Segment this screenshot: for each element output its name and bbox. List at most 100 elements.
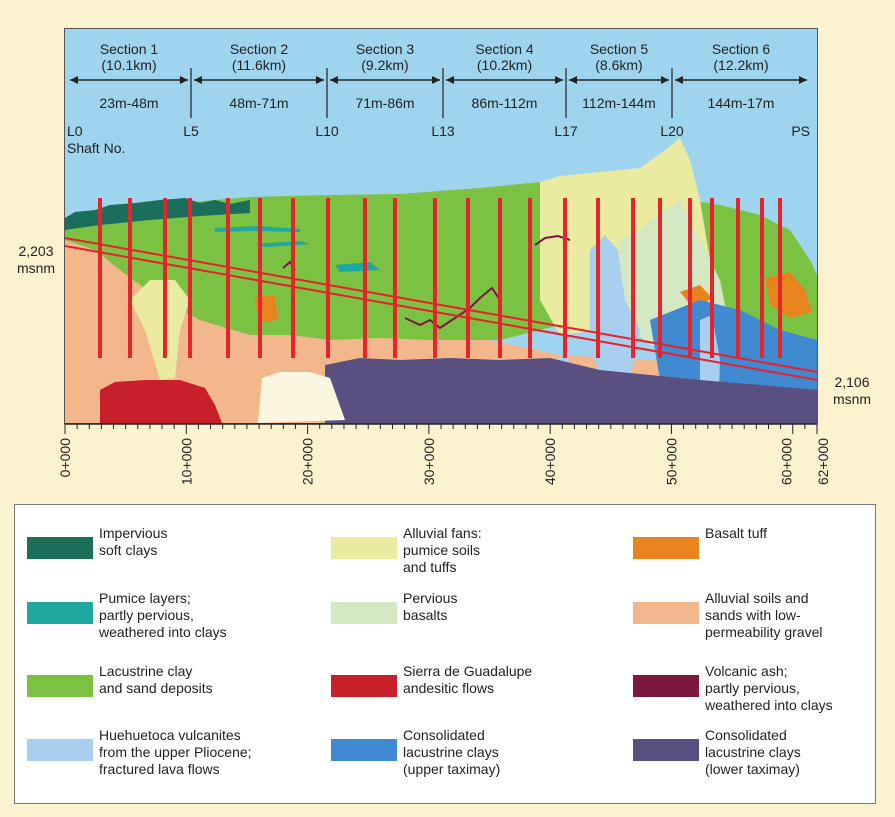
legend-swatch (331, 602, 397, 624)
section-depth: 144m-17m (708, 95, 775, 111)
legend-label: Consolidated lacustrine clays (lower tax… (705, 727, 801, 777)
shaft-column (736, 198, 740, 358)
shaft-label: L0 (67, 123, 83, 139)
shaft-column (163, 198, 167, 358)
legend-item: Alluvial fans: pumice soils and tuffs (331, 525, 482, 576)
arrow-head-left (330, 76, 338, 84)
arrow-head-right (316, 76, 324, 84)
chainage-label: 20+000 (300, 438, 316, 485)
arrow-head-right (661, 76, 669, 84)
lower-taximay-layer (325, 358, 817, 423)
pumice-layer-3 (335, 262, 380, 272)
chainage-label: 62+000 (815, 438, 831, 485)
basalt-tuff-right (765, 272, 812, 318)
shaft-column (466, 198, 470, 358)
section-depth: 71m-86m (355, 95, 414, 111)
shaft-caption: Shaft No. (67, 140, 125, 156)
shaft-label: L5 (183, 123, 199, 139)
profile-drawing: Section 1(10.1km) 23m-48m Section 2(11.6km… (17, 41, 871, 485)
arrow-head-right (799, 76, 807, 84)
shaft-column (188, 198, 192, 358)
shaft-column (226, 198, 230, 358)
section-depth: 86m-112m (472, 95, 538, 111)
legend-label: Pervious basalts (403, 590, 458, 623)
chainage-axis: 0+000 10+000 20+000 30+000 40+000 50+000 60+00… (57, 423, 831, 485)
shaft-label: PS (791, 123, 810, 139)
shaft-column (778, 198, 782, 358)
legend-swatch (633, 602, 699, 624)
arrow-head-right (555, 76, 563, 84)
section-name: Section 6 (712, 41, 771, 57)
arrow-head-left (194, 76, 202, 84)
shaft-column (760, 198, 764, 358)
section-depth: 23m-48m (99, 95, 158, 111)
legend-label: Lacustrine clay and sand deposits (99, 663, 213, 696)
shaft-column (596, 198, 600, 358)
section-name: Section 3 (356, 41, 415, 57)
volcanic-ash-line-1 (404, 286, 501, 330)
legend-label: Basalt tuff (705, 525, 768, 541)
legend-swatch (633, 675, 699, 697)
legend-item: Lacustrine clay and sand deposits (27, 663, 213, 697)
legend: Impervious soft clays Alluvial fans: pumi… (14, 504, 876, 804)
shaft-column (433, 198, 437, 358)
arrow-head-left (675, 76, 683, 84)
legend-item: Volcanic ash; partly pervious, weathered… (633, 663, 833, 714)
section-length: (9.2km) (361, 57, 408, 73)
legend-item: Consolidated lacustrine clays (upper tax… (331, 727, 500, 778)
legend-label: Sierra de Guadalupe andesitic flows (403, 663, 533, 696)
shaft-column (498, 198, 502, 358)
legend-item: Pervious basalts (331, 590, 457, 624)
legend-swatch (331, 675, 397, 697)
arrow-head-left (569, 76, 577, 84)
legend-swatch (331, 537, 397, 559)
shaft-columns (98, 198, 782, 358)
legend-swatch (331, 739, 397, 761)
legend-label: Impervious soft clays (99, 525, 168, 558)
arrow-head-right (180, 76, 188, 84)
legend-label: Pumice layers; partly pervious, weathere… (99, 590, 227, 640)
legend-item: Basalt tuff (633, 525, 767, 559)
section-length: (11.6km) (232, 57, 286, 73)
shaft-column (688, 198, 692, 358)
left-elevation-value: 2,203 (18, 243, 53, 259)
section-length: (10.2km) (477, 57, 532, 73)
legend-label: Consolidated lacustrine clays (upper tax… (403, 727, 501, 777)
section-name: Section 4 (475, 41, 534, 57)
legend-item: Huehuetoca vulcanites from the upper Pli… (27, 727, 252, 778)
arrow-head-left (446, 76, 454, 84)
legend-item: Alluvial soils and sands with low- perme… (633, 590, 823, 641)
guadalupe-flows-layer (100, 380, 222, 423)
legend-label: Huehuetoca vulcanites from the upper Pli… (99, 727, 252, 777)
legend-item: Pumice layers; partly pervious, weathere… (27, 590, 227, 641)
tunnel-line-top (65, 237, 817, 373)
alluvial-fans-left (130, 280, 190, 380)
tunnel-line-bottom (65, 245, 817, 381)
section-length: (12.2km) (713, 57, 768, 73)
legend-item: Impervious soft clays (27, 525, 167, 559)
right-elevation-value: 2,106 (834, 374, 869, 390)
cream-deposit (258, 372, 345, 423)
chainage-label: 30+000 (421, 438, 437, 485)
pumice-layer-2 (255, 241, 310, 247)
shaft-column (258, 198, 262, 358)
shaft-label: L20 (660, 123, 684, 139)
shaft-column (631, 198, 635, 358)
legend-item: Consolidated lacustrine clays (lower tax… (633, 727, 801, 778)
legend-swatch (27, 675, 93, 697)
right-elevation-unit: msnm (833, 391, 871, 407)
legend-label: Alluvial soils and sands with low- perme… (705, 590, 823, 640)
legend-item: Sierra de Guadalupe andesitic flows (331, 663, 532, 697)
shaft-column (326, 198, 330, 358)
shaft-column (393, 198, 397, 358)
impervious-clay-layer (65, 198, 250, 230)
chainage-label: 10+000 (178, 438, 194, 485)
chainage-label: 40+000 (542, 438, 558, 485)
arrow-head-right (432, 76, 440, 84)
section-name: Section 5 (590, 41, 649, 57)
shaft-column (528, 198, 532, 358)
left-elevation-unit: msnm (17, 260, 55, 276)
shaft-column (98, 198, 102, 358)
chainage-label: 50+000 (663, 438, 679, 485)
chainage-label: 0+000 (57, 438, 73, 478)
